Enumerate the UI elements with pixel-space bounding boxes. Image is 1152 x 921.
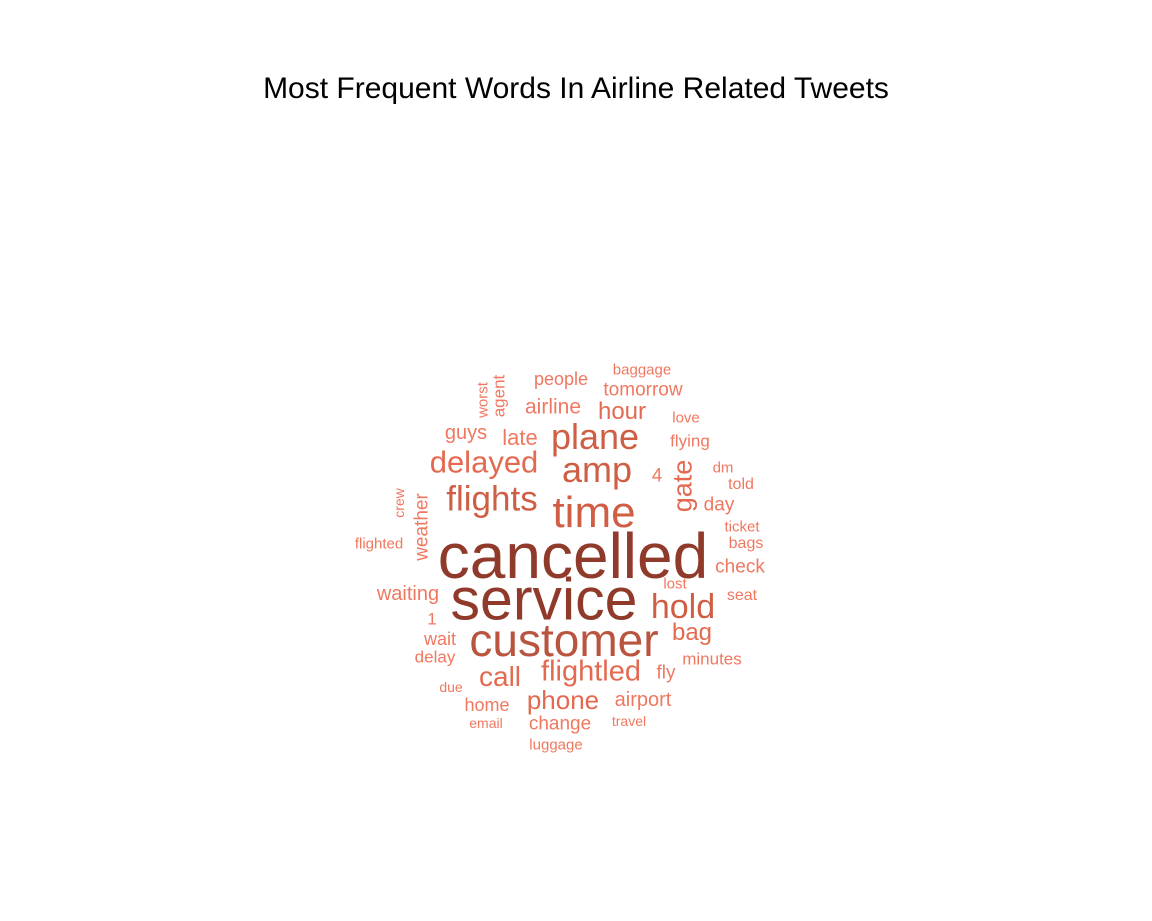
word-service: service <box>450 566 638 633</box>
word-4: 4 <box>651 465 663 487</box>
word-hold: hold <box>650 588 716 626</box>
word-guys: guys <box>444 422 488 444</box>
word-people: people <box>533 369 589 389</box>
word-delay: delay <box>414 647 456 667</box>
word-waiting: waiting <box>376 583 440 605</box>
word-seat: seat <box>726 587 758 604</box>
word-call: call <box>478 661 522 692</box>
word-day: day <box>703 494 735 516</box>
word-phone: phone <box>526 685 600 715</box>
word-ticket: ticket <box>724 518 760 536</box>
word-tomorrow: tomorrow <box>603 379 683 401</box>
word-bag: bag <box>671 619 713 646</box>
word-home: home <box>464 695 510 715</box>
word-cancelled: cancelled <box>437 520 709 592</box>
word-dm: dm <box>712 459 734 477</box>
word-flying: flying <box>670 431 710 451</box>
word-plane: plane <box>550 416 640 457</box>
word-fly: fly <box>656 662 676 684</box>
word-delayed: delayed <box>429 444 539 480</box>
word-bags: bags <box>728 535 764 552</box>
word-due: due <box>439 679 463 695</box>
word-1: 1 <box>427 609 437 629</box>
word-airline: airline <box>524 395 582 419</box>
word-agent: agent <box>489 374 509 418</box>
word-told: told <box>728 476 754 493</box>
word-time: time <box>552 488 636 537</box>
word-baggage: baggage <box>612 361 672 379</box>
word-check: check <box>715 556 765 578</box>
word-crew: crew <box>391 488 407 518</box>
word-email: email <box>469 715 503 731</box>
word-lost: lost <box>663 575 687 593</box>
word-gate: gate <box>667 459 698 513</box>
word-flights: flights <box>446 479 538 519</box>
word-hour: hour <box>597 398 647 425</box>
word-luggage: luggage <box>529 736 583 754</box>
word-airport: airport <box>614 689 672 711</box>
word-customer: customer <box>469 614 659 666</box>
word-worst: worst <box>474 382 492 418</box>
word-amp: amp <box>561 449 633 490</box>
word-travel: travel <box>611 713 647 729</box>
word-late: late <box>502 425 538 450</box>
word-love: love <box>672 409 700 427</box>
word-flighted: flighted <box>354 535 404 553</box>
word-flightled: flightled <box>541 655 641 688</box>
word-minutes: minutes <box>682 649 742 669</box>
chart-title: Most Frequent Words In Airline Related T… <box>263 72 889 105</box>
word-weather: weather <box>411 493 433 561</box>
word-wait: wait <box>423 629 457 649</box>
word-change: change <box>528 713 592 735</box>
